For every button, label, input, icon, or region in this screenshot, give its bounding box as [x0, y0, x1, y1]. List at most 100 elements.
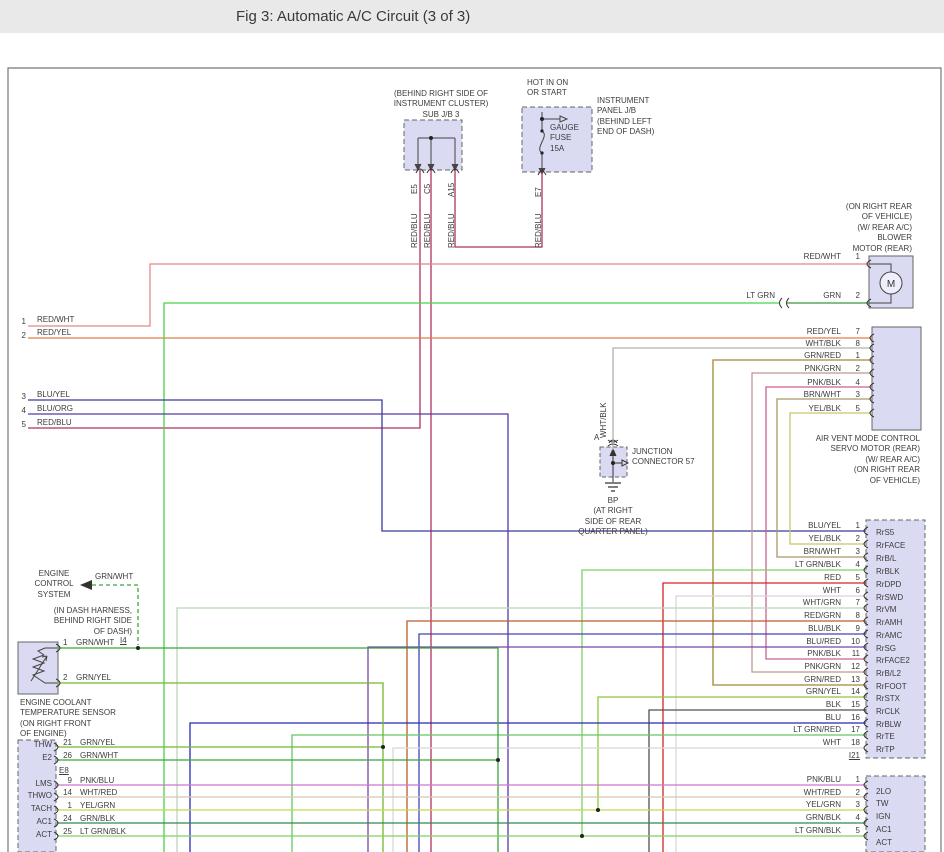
wire-label-red-blu: RED/BLU — [534, 213, 543, 248]
wire-grn-yel-sensor — [57, 682, 384, 852]
sensor-pin-brackets — [55, 643, 61, 688]
signal-label: RrTP — [876, 745, 895, 754]
pin-number: 4 — [855, 378, 860, 387]
pin-number: 3 — [855, 547, 860, 556]
wire-label: YEL/BLK — [808, 404, 841, 413]
e8-pin-name: THWO — [27, 791, 52, 800]
fuse-terminal-dot — [540, 129, 544, 133]
diagram-border — [7, 67, 942, 852]
connector-id-i4: I4 — [120, 636, 127, 645]
wire-label: RED/BLU — [37, 418, 72, 427]
wire-lt-grn-red — [291, 734, 866, 852]
connector-id-i21: I21 — [848, 751, 860, 760]
pin-number: 9 — [855, 624, 860, 633]
wire-label: LT GRN/RED — [793, 725, 841, 734]
stub-number: 2 — [21, 331, 26, 340]
wire-label: PNK/GRN — [804, 364, 841, 373]
signal-label: RrB/L2 — [876, 669, 901, 678]
thermistor-symbol — [30, 647, 57, 684]
wire-grn-wht-dashed — [92, 584, 139, 645]
wire-label: BLU — [825, 713, 841, 722]
harness-note-label: (IN DASH HARNESS, BEHIND RIGHT SIDE OF D… — [53, 606, 132, 636]
wire-label: LT GRN/BLK — [80, 827, 126, 836]
figure-title: Fig 3: Automatic A/C Circuit (3 of 3) — [236, 8, 471, 25]
wire-label: YEL/BLK — [808, 534, 841, 543]
pin-number: 7 — [855, 598, 860, 607]
wire-pnk-blk — [765, 386, 872, 660]
pin-number: 14 — [63, 788, 72, 797]
signal-label: RrAMH — [876, 618, 903, 627]
wire-label-lt-grn: LT GRN — [746, 291, 775, 300]
pin-number: 2 — [63, 673, 68, 682]
pin-number: 5 — [855, 404, 860, 413]
pin-number: 10 — [851, 637, 860, 646]
jb-pin-brackets — [415, 168, 618, 444]
gauge-fuse-symbol — [538, 112, 569, 176]
signal-label: 2LO — [876, 787, 892, 796]
ground-symbol — [605, 482, 621, 492]
signal-label: RrCLK — [876, 707, 901, 716]
pin-label-a15: A15 — [447, 182, 456, 197]
stub-number: 3 — [21, 392, 26, 401]
wire-label: WHT — [822, 586, 841, 595]
wire-grn-red — [712, 359, 872, 686]
pin-number: 14 — [851, 687, 860, 696]
wire-label-wht-blk: WHT/BLK — [599, 402, 608, 438]
ground-location-label: BP (AT RIGHT SIDE OF REAR QUARTER PANEL) — [578, 496, 648, 537]
wire-label: RED — [824, 573, 841, 582]
gauge-fuse-label: GAUGE FUSE 15A — [550, 123, 579, 153]
signal-label: RrFOOT — [876, 682, 907, 691]
sub-jb3-box — [403, 119, 463, 171]
pin-number: 11 — [851, 649, 860, 658]
splice-label-a: A — [594, 433, 600, 442]
servo-motor-box — [871, 326, 922, 431]
pin-number: 8 — [855, 611, 860, 620]
wire-label: BLU/RED — [806, 637, 841, 646]
servo-pin-brackets — [869, 333, 875, 418]
pin-number: 5 — [855, 573, 860, 582]
title-bar: Fig 3: Automatic A/C Circuit (3 of 3) — [0, 0, 944, 33]
e8-pin-name: AC1 — [36, 817, 52, 826]
wire-label: LT GRN/BLK — [795, 826, 841, 835]
wire-label: GRN/YEL — [805, 687, 841, 696]
wire-blu-org — [28, 413, 509, 852]
signal-label: RrSWD — [876, 593, 904, 602]
hot-in-on-label: HOT IN ON OR START — [527, 78, 569, 98]
wire-grn-yel-14 — [597, 696, 866, 810]
pin-label-e7: E7 — [534, 187, 543, 197]
wire-wht-blk — [612, 347, 872, 450]
wire-grn-wht — [57, 647, 499, 852]
pin-number: 3 — [855, 800, 860, 809]
wire-wht-grn — [176, 607, 866, 852]
wire-label: RED/WHT — [803, 252, 841, 261]
wire-blk — [648, 709, 866, 852]
e8-pin-name: THW — [33, 740, 52, 749]
e8-pin-name: TACH — [30, 804, 52, 813]
i21-connector-box — [865, 519, 926, 759]
wire-label: GRN — [823, 291, 841, 300]
signal-label: RrB/L — [876, 554, 897, 563]
pin-number: 15 — [851, 700, 860, 709]
pin-number: 13 — [851, 675, 860, 684]
instrument-panel-jb-box — [521, 106, 593, 173]
wire-label-grn-wht: GRN/WHT — [95, 572, 134, 581]
blower-motor-symbol: M — [869, 263, 903, 304]
signal-label: ACT — [876, 838, 892, 847]
wire-wht-6 — [675, 595, 866, 852]
junction-dot — [611, 461, 615, 465]
sub-jb3-location-label: (BEHIND RIGHT SIDE OF INSTRUMENT CLUSTER… — [393, 89, 489, 119]
wire-label: RED/WHT — [37, 315, 75, 324]
servo-name-label: AIR VENT MODE CONTROL SERVO MOTOR (REAR)… — [815, 434, 920, 485]
coolant-sensor-label: ENGINE COOLANT TEMPERATURE SENSOR (ON RI… — [20, 698, 116, 739]
signal-label: RrSG — [876, 644, 896, 653]
blower-location-label: (ON RIGHT REAR OF VEHICLE) (W/ REAR A/C)… — [845, 202, 912, 253]
wire-blu-yel — [28, 399, 866, 532]
wire-label: BLU/ORG — [37, 404, 74, 413]
wire-lt-grn-blk — [581, 569, 866, 836]
wire-red-grn — [406, 620, 866, 852]
stub-number: 5 — [21, 420, 26, 429]
wire-label: PNK/BLU — [80, 776, 115, 785]
signal-label: RrS5 — [876, 528, 895, 537]
wire-label: WHT/RED — [803, 788, 841, 797]
wire-label-red-blu: RED/BLU — [410, 213, 419, 248]
